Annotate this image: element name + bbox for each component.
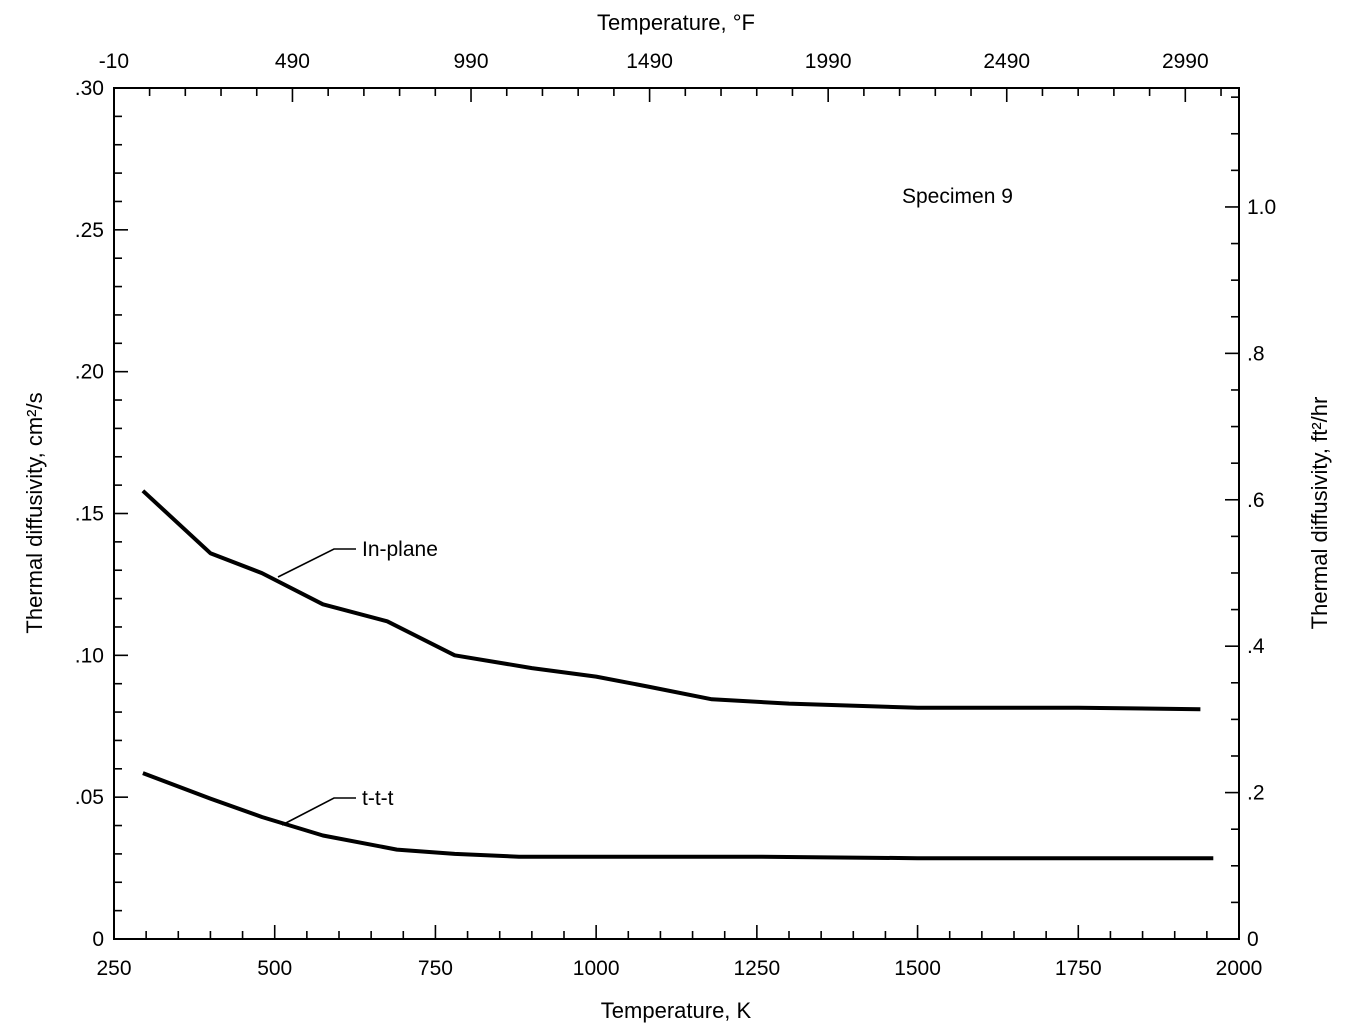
x2-tick-label: -10: [99, 50, 129, 73]
series-line-t-t-t: [143, 773, 1213, 858]
y2-tick-label: .4: [1247, 635, 1265, 658]
series-line-in-plane: [143, 491, 1201, 709]
t-t-t-label: t-t-t: [362, 787, 394, 810]
x-tick-label: 2000: [1216, 957, 1263, 980]
t-t-t-leader: [282, 798, 356, 825]
x2-tick-label: 1990: [805, 50, 852, 73]
x-axis-title: Temperature, K: [601, 998, 752, 1023]
x-tick-label: 750: [418, 957, 453, 980]
x-tick-label: 1750: [1055, 957, 1102, 980]
x2-tick-label: 2490: [983, 50, 1030, 73]
y2-tick-label: .2: [1247, 782, 1265, 805]
y-tick-label: .10: [75, 644, 104, 667]
y2-tick-label: .6: [1247, 489, 1265, 512]
x2-tick-label: 990: [454, 50, 489, 73]
in-plane-label: In-plane: [362, 538, 438, 561]
y-tick-label: .20: [75, 361, 104, 384]
x-tick-label: 1500: [894, 957, 941, 980]
x2-tick-label: 2990: [1162, 50, 1209, 73]
y2-tick-label: .8: [1247, 342, 1265, 365]
y2-tick-label: 0: [1247, 928, 1259, 951]
y-tick-label: .15: [75, 503, 104, 526]
x2-axis-title: Temperature, °F: [597, 10, 755, 35]
y-tick-label: .05: [75, 786, 104, 809]
x-tick-label: 1000: [573, 957, 620, 980]
y-tick-label: .30: [75, 77, 104, 100]
y-tick-label: 0: [92, 928, 104, 951]
x2-tick-label: 490: [275, 50, 310, 73]
plot-frame: [114, 88, 1239, 939]
axis-ticks: [114, 88, 1239, 939]
x2-tick-label: 1490: [626, 50, 673, 73]
specimen-label: Specimen 9: [902, 185, 1013, 208]
in-plane-leader: [278, 549, 356, 577]
x-tick-label: 500: [257, 957, 292, 980]
y-axis-title: Thermal diffusivity, cm²/s: [22, 392, 47, 633]
axis-tick-labels: 250 500 750 1000 1250 1500 1750 2000 -10 490 990 14…: [75, 50, 1276, 980]
x-tick-label: 250: [96, 957, 131, 980]
data-lines: [143, 491, 1213, 858]
y2-axis-title: Thermal diffusivity, ft²/hr: [1307, 397, 1332, 630]
y2-tick-label: 1.0: [1247, 196, 1276, 219]
y-tick-label: .25: [75, 219, 104, 242]
x-tick-label: 1250: [733, 957, 780, 980]
